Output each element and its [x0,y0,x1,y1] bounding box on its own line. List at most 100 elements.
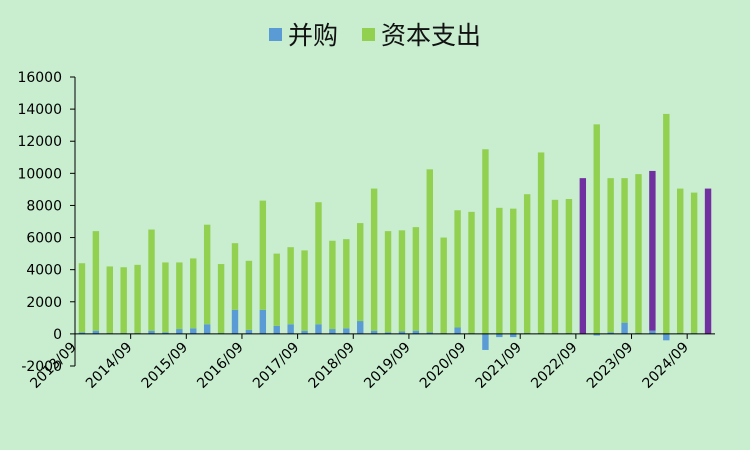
bar-capex [134,264,141,334]
bar-capex [217,264,225,334]
x-tick-label: 2022/09 [528,339,580,391]
bar-capex [329,240,336,330]
bar-capex [370,188,378,331]
bar-acquisition [384,332,392,334]
bar-acquisition [343,328,350,334]
bar-acquisition [621,322,628,334]
bar-capex [677,188,684,334]
bar-capex [92,231,100,331]
bar-capex [148,229,155,331]
y-tick-label: 8000 [26,198,62,214]
legend: 并购 资本支出 [0,16,750,52]
bar-capex [510,208,517,334]
legend-label-capex: 资本支出 [381,21,482,50]
bar-acquisition [496,333,503,338]
bar-acquisition [510,333,517,338]
bar-acquisition [92,330,100,334]
bar-capex [120,267,127,334]
legend-swatch-acquisition [268,27,282,41]
y-tick-label: 6000 [26,231,62,247]
bar-highlight [704,188,712,334]
bar-acquisition [287,324,294,334]
x-tick-label: 2015/09 [139,339,191,391]
bar-capex [482,149,489,334]
y-tick-label: -2000 [21,359,62,375]
bar-acquisition [78,332,86,334]
bar-capex [357,223,364,322]
bar-capex [690,192,698,334]
bar-capex [231,243,239,310]
bar-capex [426,169,433,333]
x-tick-label: 2020/09 [417,339,469,391]
bar-capex [607,178,614,333]
bar-capex [440,237,447,334]
bar-acquisition [315,324,322,334]
bar-capex [190,258,197,329]
bar-capex [245,260,253,330]
bar-capex [496,207,503,334]
bar-capex [593,124,600,334]
bar-acquisition [663,333,670,341]
bar-capex [259,200,267,310]
x-tick-label: 2018/09 [306,339,358,391]
bar-acquisition [190,328,197,334]
bar-capex [384,231,392,333]
bar-capex [315,202,322,325]
bar-acquisition [482,333,489,350]
x-tick-label: 2019/09 [361,339,413,391]
bar-acquisition [607,332,614,334]
bar-acquisition [176,329,183,334]
bar-capex [621,178,628,323]
y-tick-label: 16000 [17,70,62,86]
bar-capex [412,227,420,331]
bar-acquisition [301,330,308,334]
bar-capex [203,224,211,325]
y-tick-label: 12000 [17,134,62,150]
y-tick-label: 14000 [17,102,62,118]
bar-acquisition [370,330,378,334]
bar-acquisition [245,329,253,334]
bar-acquisition [203,324,211,334]
bar-acquisition [162,332,169,334]
bar-capex [454,210,461,328]
bar-capex [106,266,113,334]
y-tick-label: 4000 [26,263,62,279]
bar-capex [468,211,475,334]
bar-capex [162,262,169,333]
bar-acquisition [593,333,600,336]
bar-capex [523,194,531,334]
bar-highlight [649,170,656,331]
legend-item-capex: 资本支出 [362,16,481,52]
y-tick-label: 10000 [17,166,62,182]
x-tick-label: 2016/09 [194,339,246,391]
legend-label-acquisition: 并购 [287,21,338,50]
bar-capex [663,113,670,334]
bar-acquisition [454,327,461,334]
bar-capex [635,174,642,334]
bar-highlight [579,178,587,334]
bar-acquisition [398,331,406,334]
bar-acquisition [649,330,656,334]
bar-acquisition [357,321,364,334]
bar-capex [301,250,308,331]
bar-capex [343,239,350,329]
x-tick-label: 2024/09 [640,339,692,391]
y-tick-label: 0 [53,327,62,343]
bar-acquisition [426,332,433,334]
bar-capex [176,262,183,330]
bar-capex [398,230,406,332]
legend-item-acquisition: 并购 [268,16,338,52]
bar-capex [273,253,280,326]
bar-acquisition [259,309,267,334]
bar-acquisition [273,325,280,334]
x-tick-label: 2023/09 [584,339,636,391]
bar-capex [537,152,545,334]
x-tick-label: 2021/09 [473,339,525,391]
bar-capex [78,263,86,333]
bar-acquisition [329,329,336,334]
x-tick-label: 2017/09 [250,339,302,391]
bar-capex [551,199,559,334]
y-tick-label: 2000 [26,295,62,311]
